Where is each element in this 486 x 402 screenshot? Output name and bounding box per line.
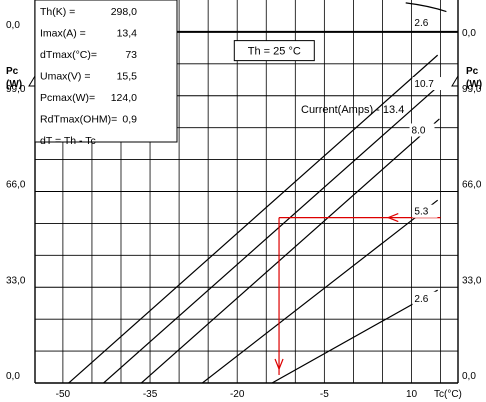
curve-label-bg — [412, 204, 438, 218]
spec-value: 73 — [125, 49, 137, 61]
curve-label-bg — [412, 16, 438, 30]
series-lines — [68, 2, 447, 384]
curve-label-bg — [412, 291, 438, 305]
y-tick-label-left: 99,0 — [6, 84, 26, 95]
spec-value: 15,5 — [117, 71, 138, 83]
x-tick-label: 10 — [406, 389, 418, 400]
series-line-10.7 — [103, 83, 441, 384]
series-line-13.4 — [68, 54, 439, 384]
spec-label: Pcmax(W)= — [40, 92, 95, 104]
spec-value: 124,0 — [111, 92, 137, 104]
spec-box — [34, 0, 178, 143]
curve-label: 2.6 — [414, 294, 428, 305]
th-box-label: Th = 25 °C — [248, 46, 301, 58]
y-tick-label-left: 33,0 — [6, 275, 26, 286]
curve-label: 8.0 — [412, 125, 426, 136]
y-tick-label-right: 99,0 — [462, 84, 482, 95]
series-line-2.6-upper — [405, 2, 447, 13]
y-tick-label-left: 66,0 — [6, 180, 26, 191]
spec-label: dTmax(°C)= — [40, 49, 97, 61]
curve-label: 2.6 — [414, 18, 428, 29]
spec-label: Imax(A) = — [40, 28, 86, 40]
curve-label: 5.3 — [414, 207, 428, 218]
spec-label: Umax(V) = — [40, 71, 90, 83]
x-tick-label: -20 — [230, 389, 245, 400]
overlay — [28, 0, 459, 375]
y-tick-label-right: 33,0 — [462, 275, 482, 286]
spec-label: Th(K) = — [40, 6, 75, 18]
y-top-label-right: 0,0 — [462, 28, 476, 39]
y-axis-unit-right: (W) — [466, 79, 482, 90]
th-box — [233, 40, 315, 62]
spec-value: 0,9 — [122, 114, 137, 126]
y-axis-label-left: Pc — [6, 66, 19, 77]
x-tick-label: -5 — [320, 389, 329, 400]
axis-marker-right — [451, 74, 459, 87]
series-line-8.0 — [140, 118, 440, 384]
series-line-5.3 — [201, 199, 439, 384]
curve-label-bg — [412, 77, 445, 91]
x-tick-label: -35 — [143, 389, 158, 400]
spec-value: 298,0 — [111, 6, 137, 18]
y-tick-label-right: 66,0 — [462, 180, 482, 191]
y-tick-label-left: 0,0 — [6, 371, 20, 382]
axis-marker-left — [28, 74, 36, 87]
legend-title: Current(Amps) - 13.4 — [301, 104, 404, 116]
red-arrow-down — [274, 358, 284, 371]
curve-label: 10.7 — [414, 79, 434, 90]
y-top-label-left: 0,0 — [6, 20, 20, 31]
x-tick-label: -50 — [56, 389, 71, 400]
y-tick-label-right: 0,0 — [462, 371, 476, 382]
x-axis-label: Tc(°C) — [434, 389, 462, 400]
labels: Th = 25 °C Th(K) = 298,0 Imax(A) = 13,4 dTmax… — [6, 6, 482, 400]
y-axis-unit-left: (W) — [6, 79, 22, 90]
y-axis-label-right: Pc — [466, 66, 479, 77]
spec-label: RdTmax(OHM)= — [40, 114, 117, 126]
spec-value: 13,4 — [117, 28, 138, 40]
formula-label: dT = Th - Tc — [40, 135, 96, 147]
red-arrow-left — [386, 213, 399, 223]
curve-label-bg — [409, 123, 435, 137]
series-line-2.6 — [271, 289, 438, 384]
